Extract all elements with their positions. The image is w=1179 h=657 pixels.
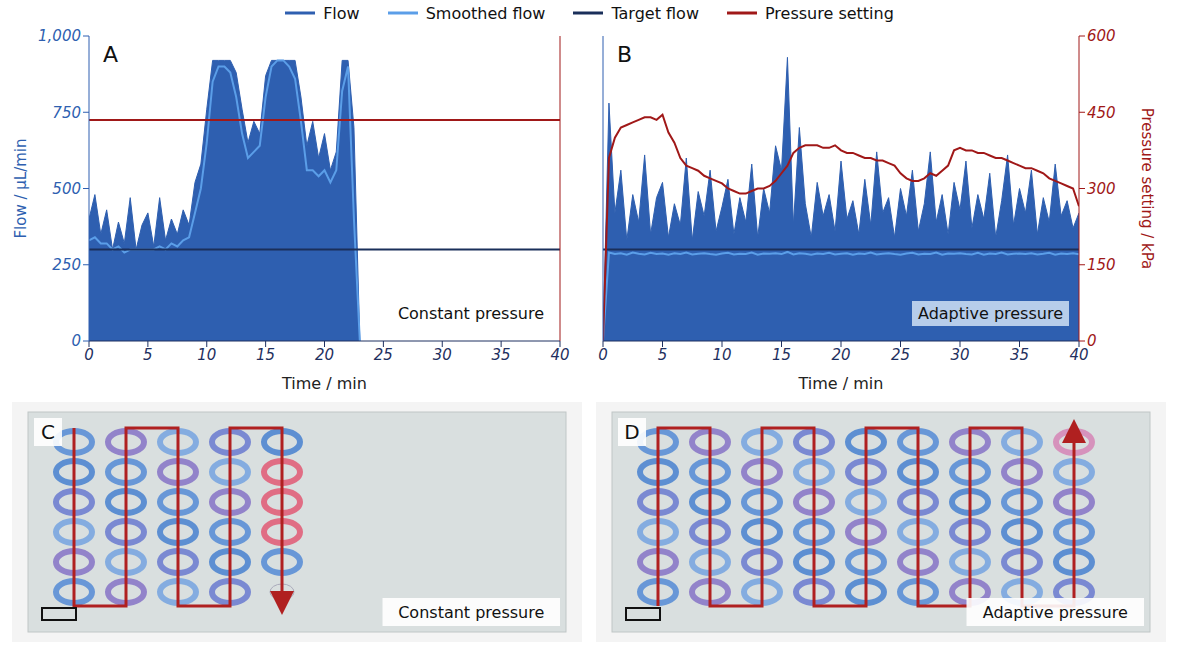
svg-text:0: 0 bbox=[1087, 332, 1097, 350]
html-text:Target flow: Target flow bbox=[611, 3, 699, 23]
svg-text:20: 20 bbox=[831, 346, 850, 364]
svg-text:25: 25 bbox=[374, 346, 393, 364]
svg-text:25: 25 bbox=[891, 346, 910, 364]
svg-text:5: 5 bbox=[658, 346, 668, 364]
svg-text:450: 450 bbox=[1087, 104, 1116, 122]
svg-text:Adaptive pressure: Adaptive pressure bbox=[983, 603, 1128, 622]
html-text:Smoothed flow: Smoothed flow bbox=[425, 3, 546, 23]
html-text:A: A bbox=[103, 42, 119, 67]
svg-text:Flow / µL/min: Flow / µL/min bbox=[12, 138, 30, 238]
html-text:B: B bbox=[617, 42, 633, 67]
svg-text:40: 40 bbox=[550, 346, 569, 364]
svg-text:1,000: 1,000 bbox=[38, 27, 81, 45]
svg-text:600: 600 bbox=[1087, 27, 1116, 45]
svg-text:750: 750 bbox=[52, 104, 81, 122]
svg-text:300: 300 bbox=[1087, 180, 1116, 198]
svg-text:40: 40 bbox=[1069, 346, 1088, 364]
svg-text:10: 10 bbox=[712, 346, 731, 364]
svg-text:Constant pressure: Constant pressure bbox=[398, 603, 544, 622]
html-text:Flow: Flow bbox=[323, 3, 360, 23]
svg-text:15: 15 bbox=[772, 346, 791, 364]
html-text:Constant pressure: Constant pressure bbox=[397, 304, 544, 323]
svg-text:35: 35 bbox=[1010, 346, 1029, 364]
svg-text:20: 20 bbox=[315, 346, 334, 364]
svg-text:Pressure setting / kPa: Pressure setting / kPa bbox=[1138, 108, 1156, 270]
svg-text:10: 10 bbox=[197, 346, 216, 364]
svg-text:0: 0 bbox=[84, 346, 94, 364]
svg-text:30: 30 bbox=[950, 346, 969, 364]
html-text:Adaptive pressure: Adaptive pressure bbox=[918, 304, 1063, 323]
svg-text:35: 35 bbox=[492, 346, 511, 364]
svg-text:C: C bbox=[41, 420, 55, 444]
svg-text:0: 0 bbox=[598, 346, 608, 364]
svg-text:250: 250 bbox=[52, 256, 81, 274]
svg-text:150: 150 bbox=[1087, 256, 1116, 274]
svg-text:30: 30 bbox=[433, 346, 452, 364]
html-text:Pressure setting: Pressure setting bbox=[765, 3, 894, 23]
svg-text:D: D bbox=[624, 420, 639, 444]
svg-text:Time / min: Time / min bbox=[281, 374, 367, 393]
svg-text:0: 0 bbox=[71, 332, 81, 350]
svg-text:5: 5 bbox=[143, 346, 153, 364]
svg-text:15: 15 bbox=[256, 346, 275, 364]
svg-text:Time / min: Time / min bbox=[798, 374, 884, 393]
svg-text:500: 500 bbox=[52, 180, 81, 198]
